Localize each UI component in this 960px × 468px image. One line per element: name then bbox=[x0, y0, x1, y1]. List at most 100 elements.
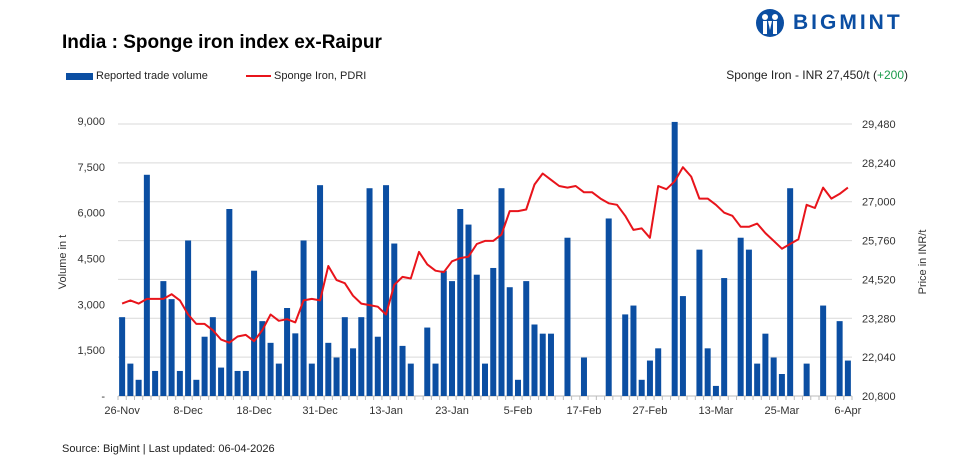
x-axis-tick-label: 18-Dec bbox=[236, 405, 272, 417]
left-axis-tick-label: 1,500 bbox=[77, 345, 105, 357]
volume-bar bbox=[506, 287, 513, 396]
volume-bar bbox=[226, 209, 233, 396]
left-axis-tick-label: 4,500 bbox=[77, 254, 105, 266]
right-axis-tick-label: 29,480 bbox=[862, 119, 896, 131]
volume-bar bbox=[308, 363, 315, 396]
volume-bar bbox=[498, 188, 505, 396]
volume-bar bbox=[284, 308, 291, 396]
volume-bar bbox=[119, 317, 126, 396]
volume-bar bbox=[778, 374, 785, 396]
left-axis-tick-label: - bbox=[101, 391, 105, 403]
volume-bar bbox=[704, 348, 711, 396]
x-axis-tick-label: 26-Nov bbox=[104, 405, 140, 417]
volume-bar bbox=[679, 296, 686, 396]
brand-logo: BIGMINT bbox=[755, 8, 903, 38]
legend-swatch-line bbox=[246, 75, 271, 77]
volume-bar bbox=[399, 345, 406, 396]
volume-bar bbox=[745, 249, 752, 396]
volume-bar bbox=[366, 188, 373, 396]
volume-bar bbox=[580, 357, 587, 396]
left-axis-tick-label: 3,000 bbox=[77, 299, 105, 311]
volume-bar bbox=[292, 333, 299, 396]
volume-bar bbox=[737, 237, 744, 396]
volume-bar bbox=[127, 363, 134, 396]
volume-bar bbox=[803, 363, 810, 396]
volume-bar bbox=[531, 324, 538, 396]
volume-bar bbox=[160, 281, 167, 396]
volume-bar bbox=[754, 363, 761, 396]
latest-price-note: Sponge Iron - INR 27,450/t (+200) bbox=[726, 68, 908, 82]
right-axis-tick-label: 20,800 bbox=[862, 391, 896, 403]
volume-bar bbox=[440, 270, 447, 396]
volume-bar bbox=[135, 379, 142, 396]
volume-bar bbox=[844, 360, 851, 396]
source-note: Source: BigMint | Last updated: 06-04-20… bbox=[62, 443, 275, 455]
chart-title: India : Sponge iron index ex-Raipur bbox=[62, 32, 382, 53]
volume-bar bbox=[333, 357, 340, 396]
volume-bar bbox=[770, 357, 777, 396]
volume-bar bbox=[671, 121, 678, 397]
volume-bar bbox=[374, 336, 381, 396]
right-axis-tick-label: 28,240 bbox=[862, 158, 896, 170]
volume-bar bbox=[514, 379, 521, 396]
volume-bar bbox=[317, 185, 324, 396]
volume-bar bbox=[482, 363, 488, 396]
volume-bar bbox=[630, 305, 637, 396]
volume-bar bbox=[152, 370, 159, 396]
volume-bar bbox=[523, 281, 530, 396]
x-axis-tick-label: 13-Mar bbox=[698, 405, 733, 417]
volume-bar bbox=[820, 305, 827, 396]
right-axis-tick-label: 23,280 bbox=[862, 313, 896, 325]
volume-bar bbox=[350, 348, 357, 396]
volume-bar bbox=[251, 270, 258, 396]
volume-bar bbox=[490, 267, 497, 396]
volume-bar bbox=[712, 385, 719, 396]
x-axis-tick-label: 23-Jan bbox=[435, 405, 469, 417]
volume-bar bbox=[209, 317, 216, 396]
volume-bar bbox=[259, 321, 266, 396]
volume-bar bbox=[242, 370, 249, 396]
volume-bar bbox=[449, 281, 456, 396]
volume-bar bbox=[564, 237, 571, 396]
volume-bar bbox=[696, 249, 703, 396]
volume-bar bbox=[168, 299, 175, 396]
x-axis-tick-label: 25-Mar bbox=[764, 405, 799, 417]
volume-bar bbox=[275, 363, 282, 396]
right-axis-tick-label: 27,000 bbox=[862, 197, 896, 209]
volume-bar bbox=[787, 188, 794, 396]
legend-item-volume: Reported trade volume bbox=[66, 70, 208, 82]
x-axis-tick-label: 31-Dec bbox=[302, 405, 338, 417]
volume-bar bbox=[185, 240, 192, 396]
volume-bar bbox=[721, 278, 728, 396]
x-axis-tick-label: 8-Dec bbox=[173, 405, 203, 417]
x-axis-tick-label: 27-Feb bbox=[633, 405, 668, 417]
volume-bar bbox=[646, 360, 653, 396]
volume-bar bbox=[234, 370, 241, 396]
volume-bar bbox=[341, 317, 348, 396]
volume-bar bbox=[358, 317, 365, 396]
volume-bar bbox=[218, 367, 225, 396]
right-axis-tick-label: 24,520 bbox=[862, 274, 896, 286]
volume-bar bbox=[465, 224, 472, 396]
price-note-suffix: ) bbox=[904, 68, 908, 82]
legend-label: Reported trade volume bbox=[96, 70, 208, 82]
volume-bar bbox=[193, 379, 200, 396]
volume-bar bbox=[300, 240, 307, 396]
right-axis-tick-label: 25,760 bbox=[862, 236, 896, 248]
legend-label: Sponge Iron, PDRI bbox=[274, 70, 367, 82]
left-axis-tick-label: 7,500 bbox=[77, 162, 105, 174]
x-axis-tick-label: 17-Feb bbox=[567, 405, 602, 417]
volume-bar bbox=[143, 174, 150, 396]
volume-bar bbox=[473, 274, 480, 396]
legend-swatch-bar bbox=[66, 72, 93, 80]
volume-bar bbox=[432, 363, 439, 396]
volume-bar bbox=[267, 342, 274, 396]
volume-bar bbox=[655, 348, 662, 396]
legend-item-price: Sponge Iron, PDRI bbox=[246, 70, 366, 82]
volume-bar bbox=[424, 327, 431, 396]
volume-bar bbox=[383, 185, 390, 396]
brand-name: BIGMINT bbox=[793, 11, 903, 34]
volume-bar bbox=[325, 342, 332, 396]
